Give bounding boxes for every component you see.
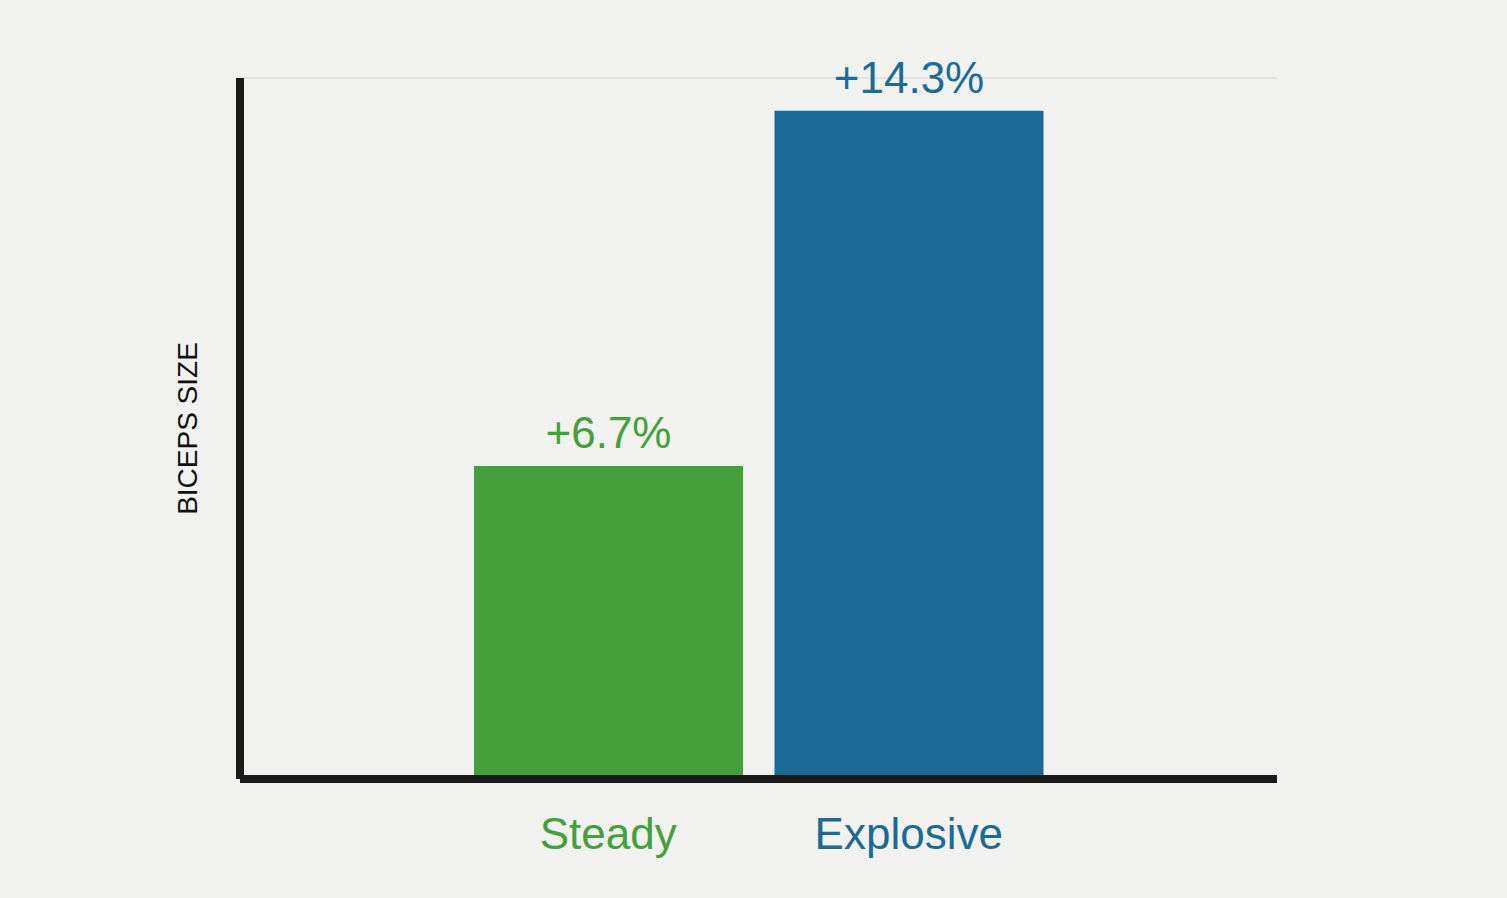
svg-text:BICEPS SIZE: BICEPS SIZE [172, 342, 203, 515]
svg-text:+14.3%: +14.3% [834, 53, 984, 102]
svg-text:Explosive: Explosive [815, 809, 1003, 858]
svg-text:Steady: Steady [540, 809, 677, 858]
svg-text:+6.7%: +6.7% [546, 408, 672, 457]
